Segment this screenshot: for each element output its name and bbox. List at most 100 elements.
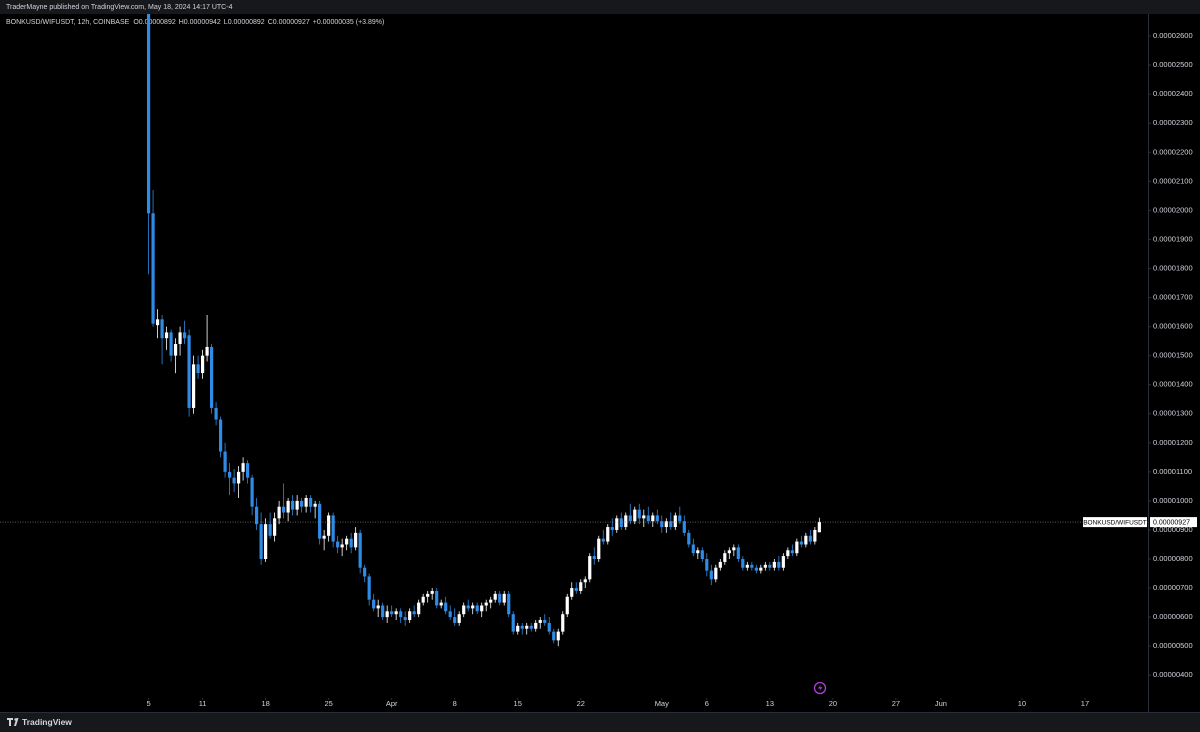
candle-body <box>155 319 160 326</box>
candle-body <box>624 515 628 528</box>
candle-body <box>390 611 394 615</box>
candle-body <box>340 544 344 548</box>
candle-body <box>727 550 731 554</box>
candle-body <box>718 561 722 568</box>
candle-body <box>637 509 641 519</box>
candle-body <box>182 332 187 339</box>
candle-body <box>376 605 380 609</box>
candle-body <box>687 532 691 545</box>
candle-body <box>358 532 362 568</box>
candle-body <box>696 550 700 554</box>
legend-item: BONKUSD/WIFUSDT, 12h, COINBASE <box>6 19 130 26</box>
candle-body <box>237 471 241 484</box>
plot-background <box>0 14 1148 712</box>
candle-body <box>218 419 223 452</box>
candle-body <box>601 538 605 542</box>
candle-body <box>705 559 709 571</box>
candle-body <box>570 588 574 597</box>
candle-body <box>673 515 677 528</box>
candle-body <box>205 346 209 356</box>
y-tick-label: 0.00000900 <box>1153 525 1193 534</box>
candle-body <box>745 564 749 568</box>
candle-body <box>282 506 286 513</box>
candle-body <box>565 596 569 615</box>
x-tick-label: 15 <box>514 699 522 708</box>
candle-body <box>507 593 511 615</box>
candle-body <box>723 553 727 562</box>
x-tick-label: 11 <box>199 699 207 708</box>
candle-body <box>268 524 272 536</box>
candle-body <box>286 500 290 513</box>
candle-body <box>232 477 236 484</box>
y-tick-label: 0.00002200 <box>1153 147 1193 156</box>
candle-body <box>345 538 349 545</box>
x-tick-label: 20 <box>829 699 837 708</box>
x-tick-label: 17 <box>1081 699 1089 708</box>
candle-body <box>160 319 164 339</box>
candle-body <box>709 570 713 580</box>
candle-body <box>547 622 551 632</box>
legend-item: O0.00000892 <box>133 19 176 26</box>
candle-body <box>191 364 196 408</box>
y-tick-label: 0.00000600 <box>1153 612 1193 621</box>
price-axis-background <box>1149 14 1200 712</box>
candle-body <box>228 471 232 478</box>
candle-body <box>475 605 479 612</box>
candle-body <box>817 522 821 533</box>
candle-body <box>606 527 610 542</box>
candle-body <box>291 500 295 510</box>
candle-body <box>408 611 412 621</box>
candle-body <box>444 602 448 612</box>
candle-body <box>489 599 493 603</box>
candle-body <box>209 346 214 408</box>
candle-body <box>633 509 637 522</box>
candle-body <box>610 527 614 530</box>
candle-body <box>543 620 547 623</box>
candle-body <box>471 605 475 609</box>
y-tick-label: 0.00000800 <box>1153 554 1193 563</box>
candle-body <box>223 451 227 472</box>
symbol-tag: BONKUSD/WIFUSDT <box>1083 519 1147 526</box>
candle-body <box>453 617 457 623</box>
candle-body <box>736 547 740 560</box>
candle-body <box>354 532 358 548</box>
candle-body <box>381 605 385 618</box>
candle-body <box>529 625 533 629</box>
y-tick-label: 0.00001800 <box>1153 263 1193 272</box>
candle-body <box>196 364 200 374</box>
x-tick-label: 8 <box>453 699 457 708</box>
legend-item: L0.00000892 <box>224 19 265 26</box>
candle-body <box>466 605 470 609</box>
y-tick-label: 0.00002300 <box>1153 118 1193 127</box>
candle-body <box>579 582 583 591</box>
y-tick-label: 0.00002000 <box>1153 205 1193 214</box>
y-tick-label: 0.00000500 <box>1153 641 1193 650</box>
candle-body <box>349 538 353 548</box>
candle-body <box>457 614 461 623</box>
candle-body <box>597 538 601 560</box>
y-tick-label: 0.00001000 <box>1153 496 1193 505</box>
candle-body <box>394 611 398 615</box>
candle-body <box>525 625 529 629</box>
y-tick-label: 0.00001600 <box>1153 322 1193 331</box>
candle-body <box>498 593 502 603</box>
candle-body <box>741 559 745 568</box>
candle-body <box>304 497 308 507</box>
candle-body <box>421 596 425 603</box>
candle-body <box>790 550 794 554</box>
candle-body <box>309 497 313 507</box>
candle-body <box>259 524 263 560</box>
publisher: TraderMayne published on TradingView.com… <box>6 4 233 11</box>
candle-body <box>169 332 173 356</box>
candle-body <box>399 611 403 618</box>
candle-body <box>795 541 799 554</box>
last-price-label: 0.00000927 <box>1153 519 1190 526</box>
candle-body <box>804 535 808 545</box>
candle-body <box>561 614 565 632</box>
y-tick-label: 0.00001300 <box>1153 409 1193 418</box>
candle-body <box>214 407 218 420</box>
y-tick-label: 0.00001700 <box>1153 293 1193 302</box>
y-tick-label: 0.00000400 <box>1153 670 1193 679</box>
